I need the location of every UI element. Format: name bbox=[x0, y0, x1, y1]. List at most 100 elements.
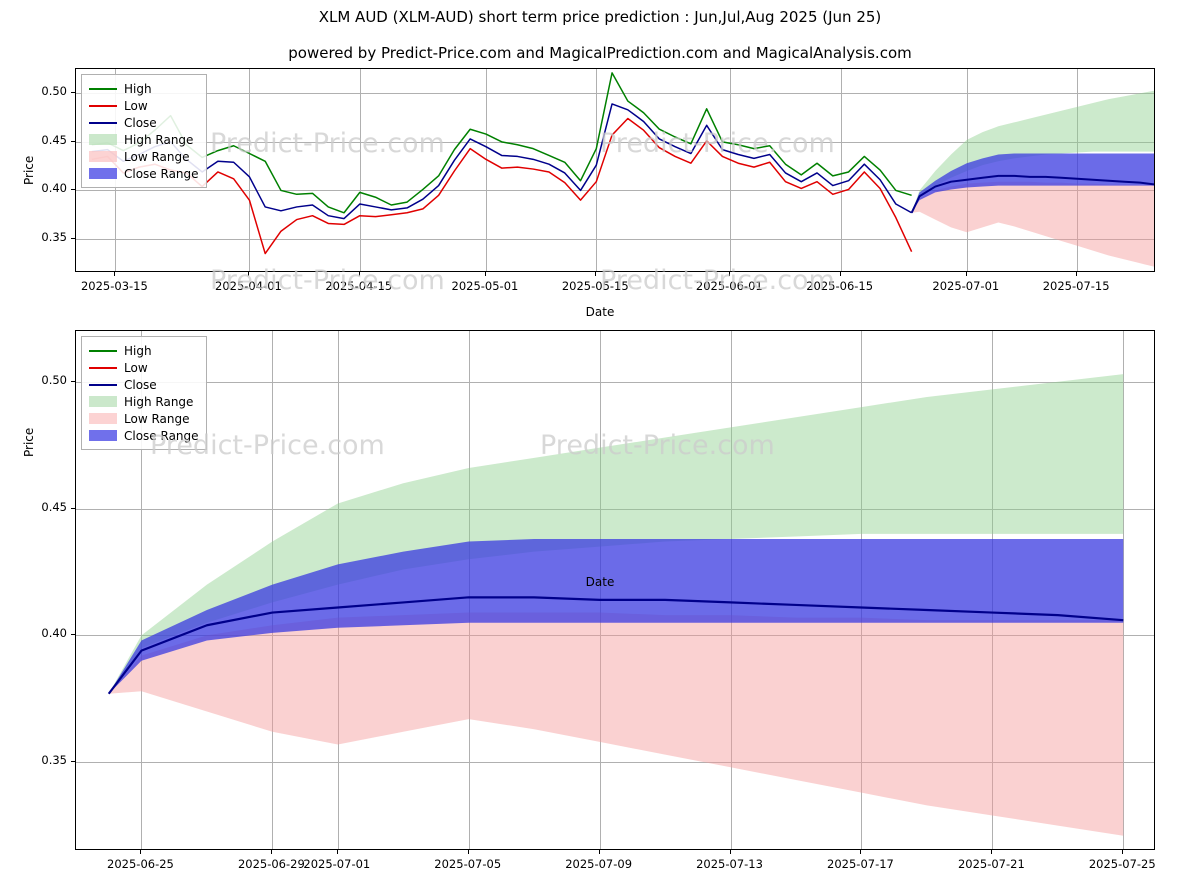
y-tick-mark bbox=[71, 761, 75, 763]
x-tick-mark bbox=[1076, 272, 1078, 276]
forecast-chart-y-axis-label: Price bbox=[22, 427, 36, 457]
legend-label: Close bbox=[124, 115, 157, 130]
x-tick-mark bbox=[336, 850, 338, 854]
series-line-close bbox=[91, 103, 912, 220]
y-tick-label: 0.50 bbox=[41, 84, 67, 99]
grid-line-horizontal bbox=[76, 508, 1154, 510]
page-title: XLM AUD (XLM-AUD) short term price predi… bbox=[318, 8, 882, 26]
page-subtitle: powered by Predict-Price.com and Magical… bbox=[288, 44, 912, 62]
chart-legend: High Low Close High Range Low Range Close Ran… bbox=[81, 336, 207, 450]
main-chart-plot-area bbox=[75, 68, 1155, 272]
x-tick-label: 2025-07-17 bbox=[827, 857, 894, 871]
x-tick-label: 2025-07-21 bbox=[957, 857, 1025, 871]
x-tick-label: 2025-06-01 bbox=[695, 279, 763, 293]
chart-legend: High Low Close High Range Low Range Close Ran… bbox=[81, 74, 207, 188]
x-tick-mark bbox=[598, 850, 600, 854]
grid-line-horizontal bbox=[76, 239, 1154, 240]
legend-swatch bbox=[89, 134, 117, 145]
x-tick-mark bbox=[729, 850, 731, 854]
x-tick-mark bbox=[839, 272, 841, 276]
legend-item-low: Low bbox=[89, 359, 199, 376]
legend-swatch bbox=[89, 117, 117, 128]
forecast-chart-x-axis-label: Date bbox=[585, 575, 615, 589]
x-tick-label: 2025-05-01 bbox=[451, 279, 519, 293]
x-tick-label: 2025-07-15 bbox=[1042, 279, 1110, 293]
legend-swatch bbox=[89, 396, 117, 407]
legend-item-high-range: High Range bbox=[89, 131, 199, 148]
x-tick-mark bbox=[860, 850, 862, 854]
legend-swatch bbox=[89, 362, 117, 373]
x-tick-mark bbox=[991, 850, 993, 854]
close-range-band bbox=[911, 153, 1154, 213]
x-tick-mark bbox=[467, 850, 469, 854]
legend-label: High Range bbox=[124, 394, 194, 409]
legend-swatch bbox=[89, 151, 117, 162]
y-tick-label: 0.45 bbox=[41, 132, 67, 147]
x-tick-mark bbox=[484, 272, 486, 276]
legend-label: Low Range bbox=[124, 411, 190, 426]
legend-label: Low Range bbox=[124, 149, 190, 164]
grid-line-vertical bbox=[485, 69, 487, 271]
y-tick-mark bbox=[71, 507, 75, 509]
legend-item-low: Low bbox=[89, 97, 199, 114]
legend-label: Close Range bbox=[124, 166, 199, 181]
legend-item-high: High bbox=[89, 80, 199, 97]
forecast-detail-chart: Price Date 2025-06-25 2025-06-29 2025-07-0… bbox=[0, 322, 1200, 871]
x-tick-label: 2025-07-01 bbox=[303, 857, 371, 871]
x-tick-mark bbox=[1122, 850, 1124, 854]
grid-line-vertical bbox=[596, 69, 598, 271]
y-tick-mark bbox=[71, 189, 75, 191]
legend-label: Close bbox=[124, 377, 157, 392]
legend-swatch bbox=[89, 168, 117, 179]
high-range-band bbox=[108, 374, 1124, 694]
grid-line-horizontal bbox=[76, 141, 1154, 143]
x-tick-mark bbox=[729, 272, 731, 276]
y-tick-label: 0.45 bbox=[41, 499, 67, 514]
grid-line-vertical bbox=[1123, 331, 1125, 849]
x-tick-mark bbox=[965, 272, 967, 276]
low-range-band bbox=[911, 181, 1154, 267]
y-tick-mark bbox=[71, 238, 75, 239]
forecast-close-line bbox=[910, 174, 1154, 214]
legend-label: Low bbox=[124, 360, 148, 375]
x-tick-label: 2025-04-15 bbox=[325, 279, 393, 293]
legend-label: High Range bbox=[124, 132, 194, 147]
legend-swatch bbox=[89, 413, 117, 424]
x-tick-label: 2025-06-15 bbox=[806, 279, 874, 293]
legend-item-low-range: Low Range bbox=[89, 410, 199, 427]
legend-item-high: High bbox=[89, 342, 199, 359]
x-tick-label: 2025-05-15 bbox=[561, 279, 629, 293]
legend-label: High bbox=[124, 343, 152, 358]
series-line-low bbox=[91, 117, 913, 255]
legend-item-close: Close bbox=[89, 114, 199, 131]
legend-item-high-range: High Range bbox=[89, 393, 199, 410]
grid-line-horizontal bbox=[76, 190, 1154, 192]
y-tick-label: 0.40 bbox=[41, 626, 67, 641]
x-tick-mark bbox=[114, 272, 116, 276]
x-tick-mark bbox=[140, 850, 142, 854]
x-tick-label: 2025-06-25 bbox=[107, 857, 174, 871]
grid-line-horizontal bbox=[76, 381, 1154, 383]
x-tick-mark bbox=[595, 272, 597, 276]
x-tick-label: 2025-07-25 bbox=[1088, 857, 1156, 871]
chart-canvas bbox=[91, 72, 1154, 267]
legend-item-close-range: Close Range bbox=[89, 427, 199, 444]
y-tick-label: 0.40 bbox=[41, 181, 67, 196]
legend-label: Close Range bbox=[124, 428, 199, 443]
legend-swatch bbox=[89, 430, 117, 441]
chart-canvas bbox=[107, 374, 1124, 836]
legend-swatch bbox=[89, 83, 117, 94]
y-tick-label: 0.35 bbox=[41, 230, 67, 244]
main-prediction-chart: Price Date 2025-03-15 2025-04-01 2025-04-1… bbox=[0, 0, 1200, 319]
series-line-high bbox=[91, 72, 912, 214]
x-tick-label: 2025-07-09 bbox=[565, 857, 633, 871]
grid-line-vertical bbox=[359, 69, 361, 271]
legend-item-close-range: Close Range bbox=[89, 165, 199, 182]
grid-line-vertical bbox=[141, 331, 143, 849]
grid-line-horizontal bbox=[76, 93, 1154, 95]
y-tick-label: 0.50 bbox=[41, 372, 67, 387]
x-tick-label: 2025-04-01 bbox=[215, 279, 282, 293]
y-tick-label: 0.35 bbox=[41, 753, 67, 768]
x-tick-label: 2025-03-15 bbox=[80, 279, 148, 293]
